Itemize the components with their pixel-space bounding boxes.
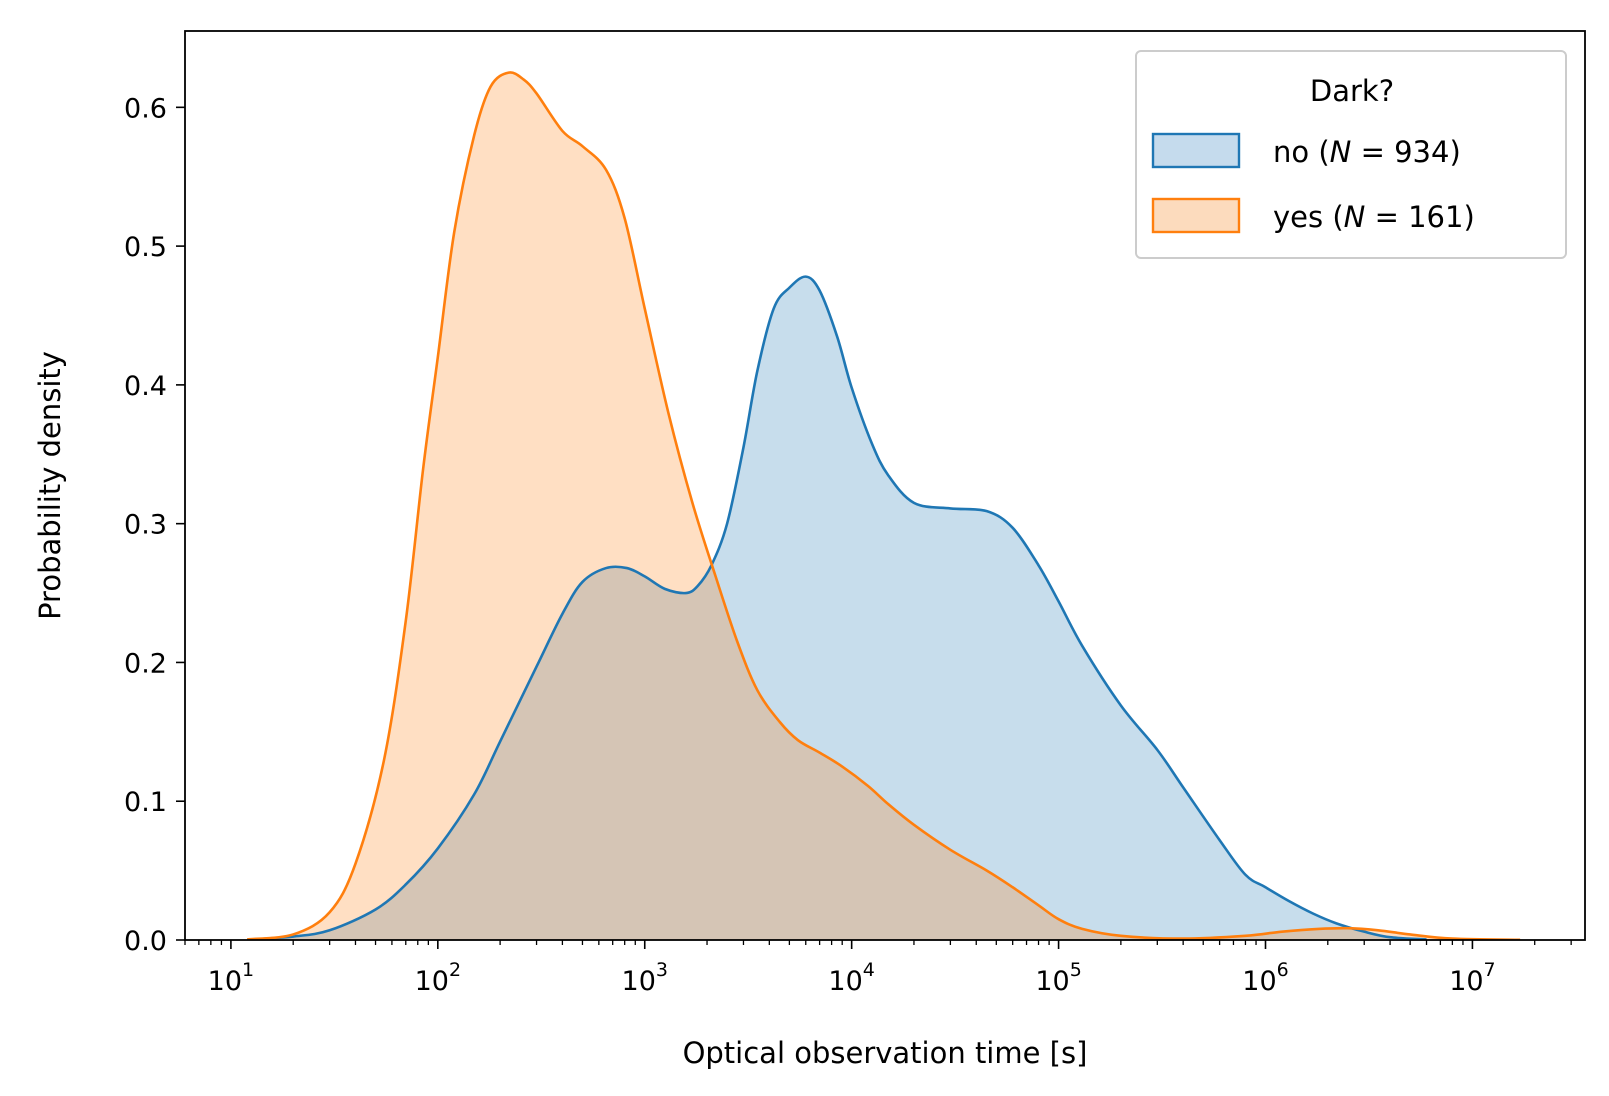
y-tick-label: 0.4 — [124, 371, 167, 402]
x-tick-label: 107 — [1449, 959, 1495, 997]
y-axis: 0.0 0.1 0.2 0.3 0.4 0.5 0.6 — [124, 93, 185, 957]
axes-frame — [184, 30, 1586, 941]
x-tick-label: 103 — [622, 959, 668, 997]
x-tick-label: 105 — [1035, 959, 1081, 997]
legend-title: Dark? — [1310, 74, 1394, 108]
y-axis-label: Probability density — [33, 351, 67, 620]
legend-entries: no (N = 934) yes (N = 161) — [1151, 132, 1475, 234]
legend-swatch-yes — [1151, 197, 1241, 234]
legend: Dark? no (N = 934) yes (N = 161) — [1135, 50, 1567, 259]
series-no-area — [247, 276, 1427, 940]
legend-box — [1135, 50, 1567, 259]
y-tick-label: 0.5 — [124, 232, 167, 263]
y-tick-label: 0.2 — [124, 648, 167, 679]
series-no-line — [247, 275, 1427, 940]
x-axis-label: Optical observation time [s] — [683, 1036, 1088, 1070]
y-tick-label: 0.6 — [124, 93, 167, 124]
y-tick-label: 0.3 — [124, 510, 167, 541]
series-yes-line — [247, 71, 1521, 940]
x-tick-label: 102 — [415, 959, 461, 997]
y-tick-label: 0.0 — [124, 926, 167, 957]
x-axis: 101 102 103 104 105 106 107 — [184, 940, 1572, 997]
x-tick-label: 101 — [208, 959, 254, 997]
y-tick-label: 0.1 — [124, 787, 167, 818]
legend-label-no: no (N = 934) — [1273, 135, 1461, 169]
plot-area — [184, 30, 1586, 941]
x-tick-label: 104 — [828, 959, 874, 997]
legend-swatch-no — [1151, 132, 1241, 169]
x-tick-label: 106 — [1242, 959, 1288, 997]
series-yes-area — [247, 72, 1521, 940]
legend-label-yes: yes (N = 161) — [1273, 200, 1475, 234]
